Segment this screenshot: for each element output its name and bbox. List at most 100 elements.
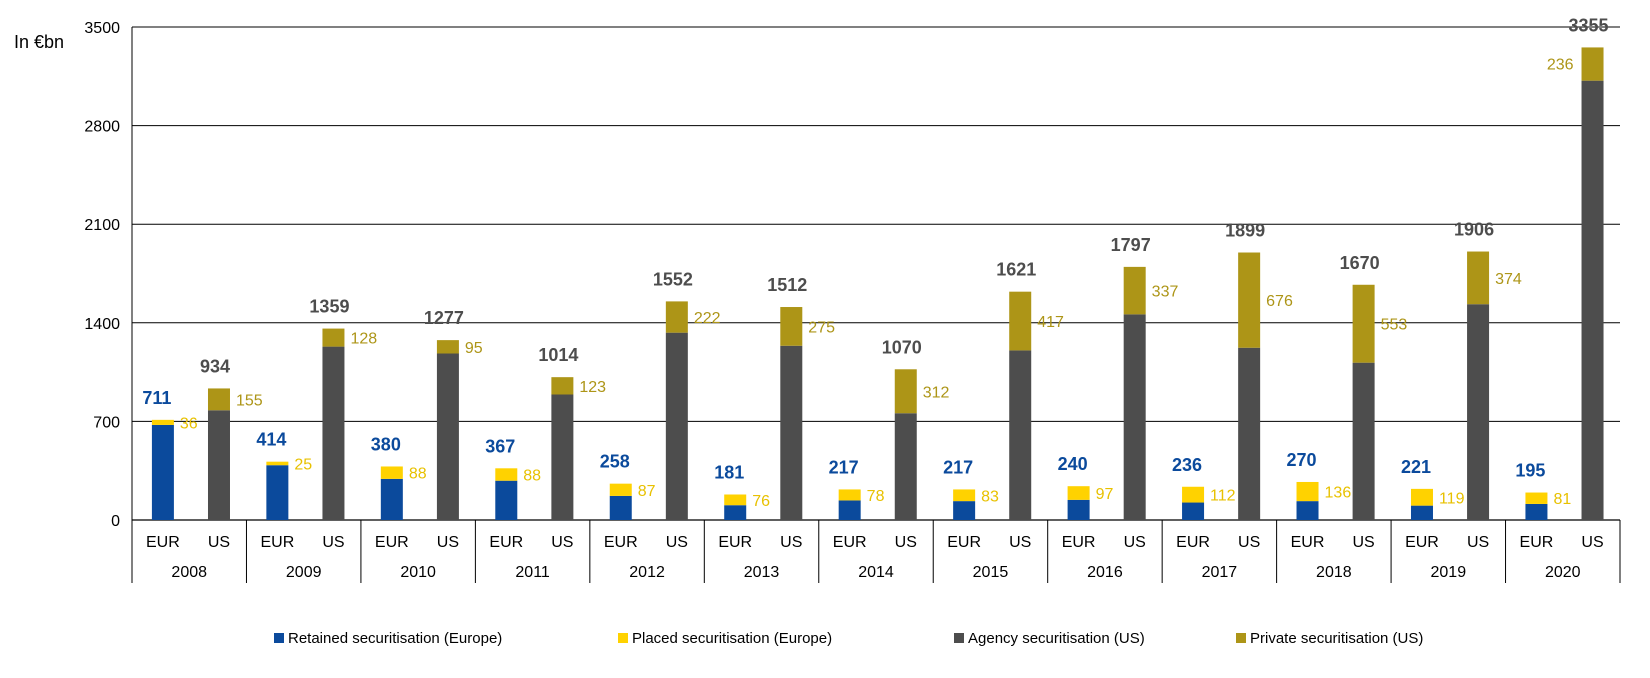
data-label: 123	[579, 379, 606, 396]
data-label: 81	[1553, 491, 1571, 508]
bar-segment	[495, 480, 518, 520]
x-tick-label: EUR	[604, 534, 638, 551]
data-label: 78	[867, 488, 885, 505]
data-label: 676	[1266, 293, 1293, 310]
bar-segment	[322, 328, 345, 347]
bar-segment	[1009, 350, 1032, 520]
data-label: 97	[1096, 486, 1114, 503]
bar-segment	[551, 377, 574, 395]
total-label: 1552	[653, 269, 693, 289]
bar-segment	[780, 307, 803, 346]
data-label: 417	[1037, 314, 1064, 331]
x-group-label: 2009	[286, 564, 322, 581]
bar-segment	[1238, 347, 1261, 520]
data-label: 83	[981, 488, 999, 505]
total-label: 258	[600, 452, 630, 472]
total-label: 367	[485, 436, 515, 456]
bar-segment	[436, 353, 459, 520]
x-group-label: 2013	[744, 564, 780, 581]
total-label: 181	[714, 463, 744, 483]
bar-segment	[780, 345, 803, 520]
bar-segment	[1067, 499, 1090, 520]
total-label: 711	[142, 388, 171, 408]
bar-segment	[1581, 80, 1604, 521]
y-tick-label: 2800	[84, 119, 120, 136]
x-group-label: 2012	[629, 564, 665, 581]
total-label: 934	[200, 356, 230, 376]
x-tick-label: US	[322, 534, 344, 551]
bar-segment	[207, 410, 230, 520]
bars	[151, 47, 1604, 521]
x-group-label: 2018	[1316, 564, 1352, 581]
bar-segment	[609, 495, 632, 520]
bar-segment	[953, 501, 976, 520]
total-label: 1899	[1225, 221, 1265, 241]
total-label: 240	[1058, 454, 1088, 474]
bar-segment	[1581, 47, 1604, 81]
bar-segment	[322, 346, 345, 520]
data-label: 88	[523, 468, 541, 485]
bar-segment	[1352, 284, 1375, 363]
total-label: 414	[256, 430, 286, 450]
total-label: 270	[1286, 450, 1316, 470]
x-tick-label: US	[208, 534, 230, 551]
bar-segment	[551, 394, 574, 520]
total-label: 217	[829, 457, 859, 477]
bar-segment	[1296, 501, 1319, 520]
data-label: 236	[1547, 56, 1574, 73]
bar-segment	[266, 461, 289, 466]
gridlines	[132, 26, 1620, 422]
bar-segment	[207, 388, 230, 411]
x-tick-label: US	[895, 534, 917, 551]
bar-segment	[1467, 251, 1490, 305]
legend-swatch	[274, 633, 284, 643]
total-label: 1277	[424, 308, 464, 328]
bar-segment	[665, 301, 688, 333]
bar-segment	[1296, 481, 1319, 502]
x-tick-label: US	[551, 534, 573, 551]
x-group-label: 2016	[1087, 564, 1123, 581]
bar-segment	[665, 332, 688, 520]
x-tick-label: EUR	[1520, 534, 1554, 551]
x-tick-label: US	[666, 534, 688, 551]
data-label: 25	[294, 456, 312, 473]
x-tick-label: EUR	[833, 534, 867, 551]
bar-segment	[838, 500, 861, 520]
bar-segment	[380, 466, 403, 479]
total-label: 1621	[996, 260, 1036, 280]
bar-segment	[609, 483, 632, 496]
bar-segment	[1410, 505, 1433, 520]
x-tick-label: US	[1124, 534, 1146, 551]
x-tick-label: US	[780, 534, 802, 551]
data-label: 374	[1495, 271, 1522, 288]
x-tick-label: EUR	[489, 534, 523, 551]
bar-segment	[1123, 314, 1146, 520]
total-label: 221	[1401, 457, 1431, 477]
y-tick-label: 0	[111, 513, 120, 530]
total-label: 1512	[767, 275, 807, 295]
x-tick-label: US	[1467, 534, 1489, 551]
bar-segment	[724, 505, 747, 520]
x-group-label: 2015	[973, 564, 1009, 581]
x-group-label: 2010	[400, 564, 436, 581]
bar-segment	[1467, 304, 1490, 520]
bar-segment	[1238, 252, 1261, 348]
data-label: 275	[808, 319, 835, 336]
bar-segment	[1182, 502, 1205, 520]
legend-swatch	[618, 633, 628, 643]
total-label: 217	[943, 457, 973, 477]
total-label: 1359	[309, 297, 349, 317]
data-label: 119	[1439, 490, 1465, 507]
bar-segment	[1525, 492, 1548, 504]
legend-label: Placed securitisation (Europe)	[632, 630, 832, 647]
bar-segment	[495, 468, 518, 481]
x-group-label: 2019	[1431, 564, 1467, 581]
bar-segment	[1009, 291, 1032, 351]
total-label: 195	[1515, 461, 1545, 481]
legend-label: Private securitisation (US)	[1250, 630, 1423, 647]
total-label: 1797	[1111, 235, 1151, 255]
total-label: 380	[371, 434, 401, 454]
